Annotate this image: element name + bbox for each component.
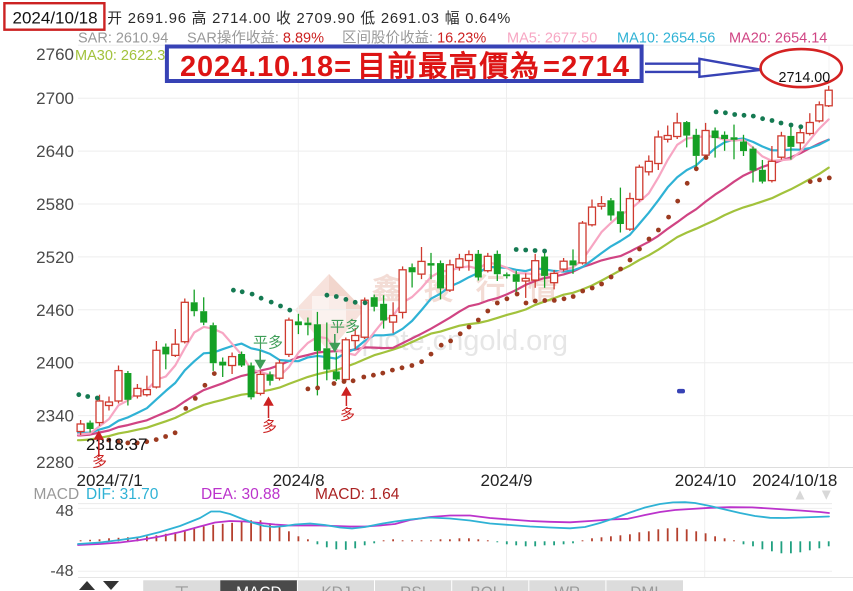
svg-text:2024/10/18: 2024/10/18 [752,471,837,490]
svg-text:MACD: MACD [236,585,282,591]
svg-text:多: 多 [340,407,355,424]
svg-text:2520: 2520 [36,248,74,267]
svg-text:平多: 平多 [330,319,360,336]
svg-text:DEA: 30.88: DEA: 30.88 [201,486,280,503]
svg-text:SAR: 2610.94: SAR: 2610.94 [78,31,168,47]
svg-text:开 2691.96 高 2714.00 收 2709.9: 开 2691.96 高 2714.00 收 2709.90 低 2691.03 … [107,10,510,27]
svg-text:2400: 2400 [36,354,74,373]
svg-text:2024/10: 2024/10 [675,471,736,490]
svg-text:多: 多 [92,454,107,471]
svg-text:2714.00: 2714.00 [779,70,831,86]
svg-text:多: 多 [262,419,277,436]
svg-text:2640: 2640 [36,142,74,161]
svg-text:2280: 2280 [36,453,74,472]
svg-text:2580: 2580 [36,195,74,214]
svg-text:2760: 2760 [36,45,74,64]
svg-text:2700: 2700 [36,89,74,108]
svg-text:MA30: 2622.3: MA30: 2622.3 [75,48,165,64]
svg-text:2024/10/18: 2024/10/18 [13,9,98,28]
svg-text:平多: 平多 [253,335,283,352]
svg-text:工: 工 [174,585,190,591]
svg-text:-48: -48 [50,563,73,580]
svg-text:2460: 2460 [36,301,74,320]
svg-text:48: 48 [56,503,74,520]
svg-text:WR: WR [554,585,580,591]
svg-text:MA20: 2654.14: MA20: 2654.14 [729,31,827,47]
svg-text:MA10: 2654.56: MA10: 2654.56 [617,31,715,47]
svg-text:2340: 2340 [36,407,74,426]
svg-text:MACD: 1.64: MACD: 1.64 [315,486,400,503]
svg-text:区间股价收益: 16.23%: 区间股价收益: 16.23% [342,30,486,47]
svg-text:KDJ: KDJ [321,585,350,591]
svg-text:RSI: RSI [400,585,426,591]
svg-text:MA5: 2677.50: MA5: 2677.50 [507,31,597,47]
svg-text:2024/9: 2024/9 [481,471,533,490]
svg-text:SAR操作收益: 8.89%: SAR操作收益: 8.89% [187,30,324,47]
svg-text:BOLL: BOLL [470,585,510,591]
svg-text:2024.10.18=目前最高價為=2714: 2024.10.18= 目前最高價為 =2714 [180,49,629,83]
svg-text:DMI: DMI [630,585,658,591]
svg-text:2024/7/1: 2024/7/1 [77,471,143,490]
svg-text:2024/8: 2024/8 [273,471,325,490]
svg-text:MACD: MACD [34,486,80,503]
svg-text:DIF: 31.70: DIF: 31.70 [86,486,159,503]
